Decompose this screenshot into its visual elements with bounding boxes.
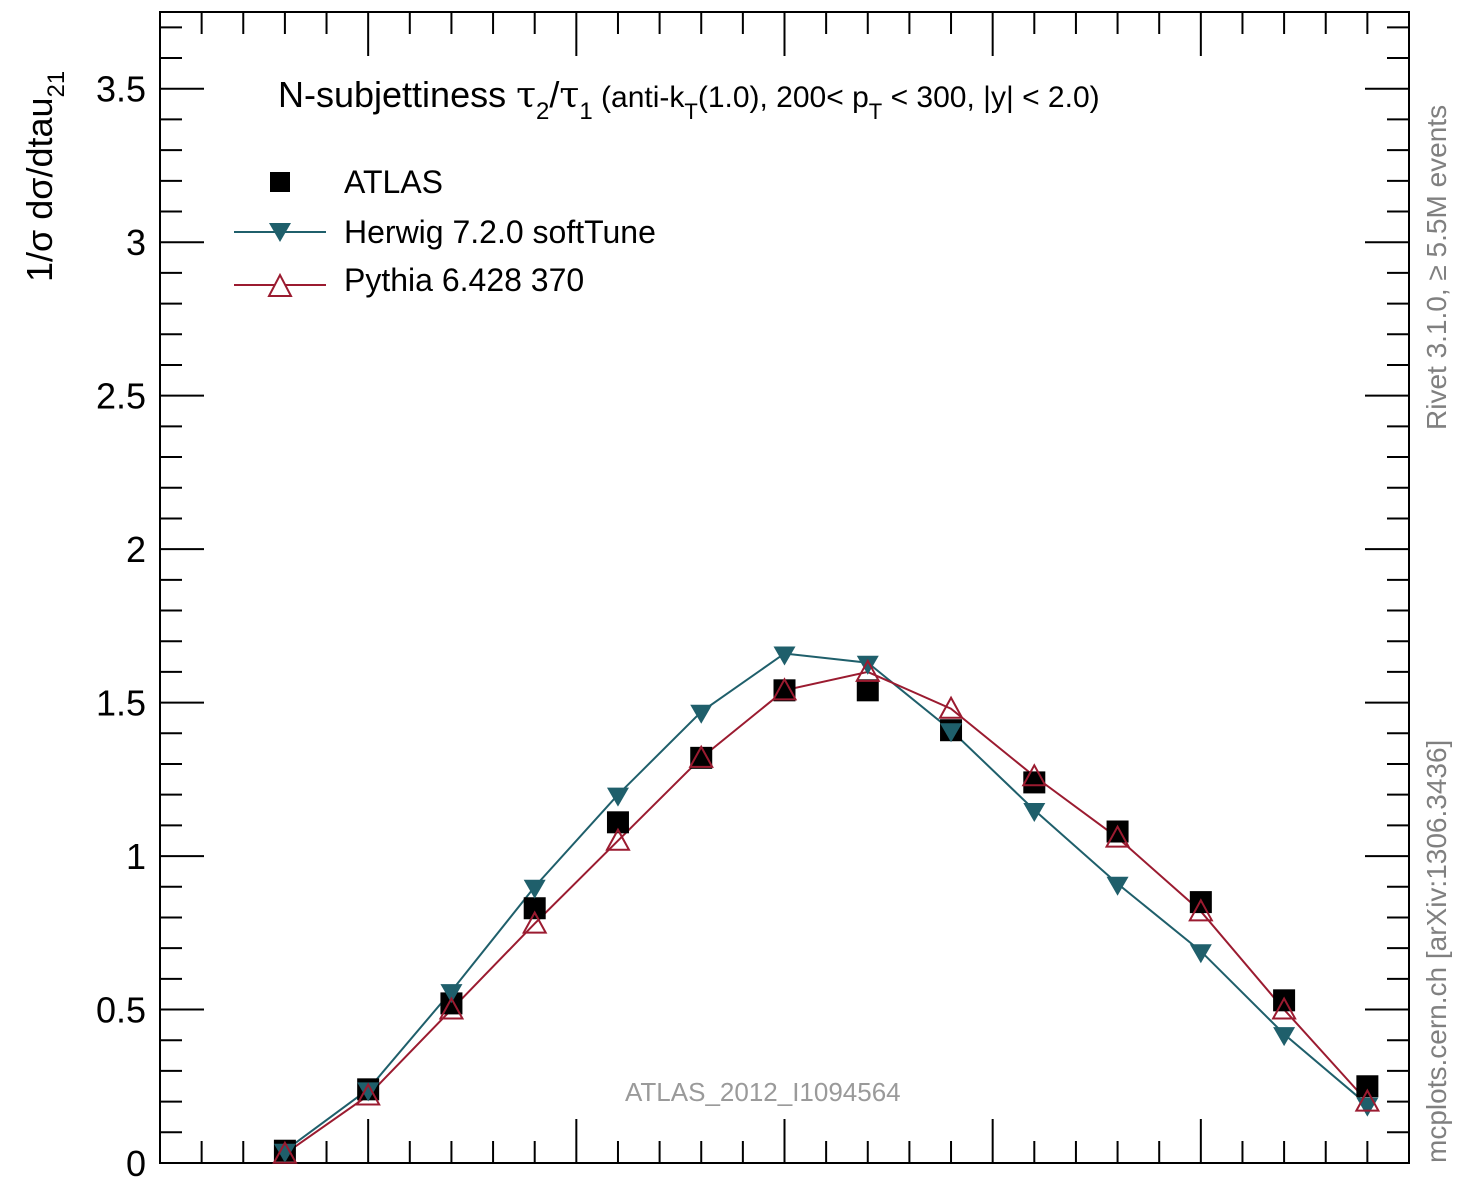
data-point-series-1 [1273, 1027, 1296, 1047]
data-point-series-1 [1023, 803, 1046, 823]
chart-title: N-subjettiness τ2/τ1 (anti-kT(1.0), 200<… [278, 74, 1100, 125]
title-sub-1: 1 [579, 98, 592, 125]
data-point-series-2 [1354, 1088, 1381, 1112]
y-tick-label: 3 [126, 222, 146, 263]
title-detail-a: (anti-k [593, 81, 686, 114]
legend-marker-herwig [269, 223, 291, 242]
data-point-series-0 [773, 679, 796, 702]
data-point-series-1 [357, 1082, 380, 1102]
legend-label-herwig: Herwig 7.2.0 softTune [344, 214, 656, 250]
title-sub-t: T [684, 99, 697, 124]
data-point-series-2 [522, 910, 548, 934]
data-point-series-2 [438, 996, 465, 1020]
data-point-series-2 [1104, 824, 1131, 848]
y-axis-ticks [160, 26, 1409, 1164]
y-axis-tick-labels: 0 0.5 1 1.5 2 2.5 3 3.5 [96, 69, 146, 1178]
data-point-series-2 [938, 695, 964, 719]
data-point-series-1 [1106, 876, 1129, 896]
data-point-series-2 [771, 677, 798, 701]
data-point-series-1 [1356, 1097, 1379, 1117]
data-point-series-0 [856, 679, 879, 702]
title-sub-t2: T [869, 99, 882, 124]
series-line-2 [284, 670, 1369, 1155]
y-tick-label: 1.5 [96, 683, 146, 724]
data-point-series-1 [440, 984, 463, 1004]
data-point-series-2 [605, 827, 631, 851]
legend-label-pythia: Pythia 6.428 370 [344, 262, 584, 298]
series-line-1 [284, 652, 1369, 1152]
data-point-series-1 [856, 655, 879, 675]
rivet-label: Rivet 3.1.0, ≥ 5.5M events [1421, 105, 1452, 430]
data-point-series-2 [1021, 763, 1047, 787]
y-tick-label: 0 [126, 1143, 146, 1178]
y-axis-label-main: 1/σ dσ/dtau [19, 97, 60, 282]
data-point-series-1 [773, 646, 796, 666]
data-point-series-0 [1023, 771, 1046, 794]
title-tau-a: τ [516, 75, 536, 116]
data-point-series-0 [690, 746, 713, 769]
data-point-series-2 [1188, 898, 1214, 922]
data-point-series-0 [1356, 1075, 1379, 1098]
series-lines [284, 652, 1369, 1155]
mcplots-label: mcplots.cern.ch [arXiv:1306.3436] [1421, 740, 1452, 1163]
data-point-series-1 [273, 1143, 296, 1163]
data-point-series-1 [523, 879, 546, 899]
data-point-series-0 [606, 811, 629, 834]
data-point-series-2 [1271, 996, 1297, 1020]
title-detail-c: < 300, |y| < 2.0) [882, 81, 1099, 114]
data-point-series-1 [940, 723, 963, 743]
title-slash: / [549, 74, 559, 115]
legend-label-atlas: ATLAS [344, 164, 443, 200]
data-point-series-1 [1189, 944, 1212, 964]
data-point-series-2 [355, 1082, 381, 1106]
legend: ATLAS Herwig 7.2.0 softTune Pythia 6.428… [234, 164, 656, 298]
title-tau-b: τ [559, 75, 579, 116]
y-axis-label-sub: 21 [43, 71, 70, 98]
y-tick-label: 1 [126, 836, 146, 877]
y-axis-label: 1/σ dσ/dtau21 [19, 71, 70, 282]
y-tick-label: 3.5 [96, 69, 146, 110]
data-point-series-1 [690, 704, 713, 724]
data-point-series-2 [855, 658, 881, 682]
y-tick-label: 2 [126, 529, 146, 570]
title-sub-2: 2 [536, 98, 549, 125]
data-point-series-2 [688, 744, 714, 768]
data-point-series-1 [606, 787, 629, 807]
title-detail-b: (1.0), 200< p [698, 81, 869, 114]
data-point-series-2 [272, 1140, 298, 1164]
title-prefix: N-subjettiness [278, 74, 516, 115]
analysis-label: ATLAS_2012_I1094564 [625, 1077, 901, 1107]
series-markers [272, 646, 1381, 1164]
data-point-series-0 [523, 897, 546, 920]
y-tick-label: 2.5 [96, 376, 146, 417]
legend-marker-pythia [267, 272, 293, 297]
legend-marker-atlas [270, 172, 290, 192]
y-tick-label: 0.5 [96, 990, 146, 1031]
